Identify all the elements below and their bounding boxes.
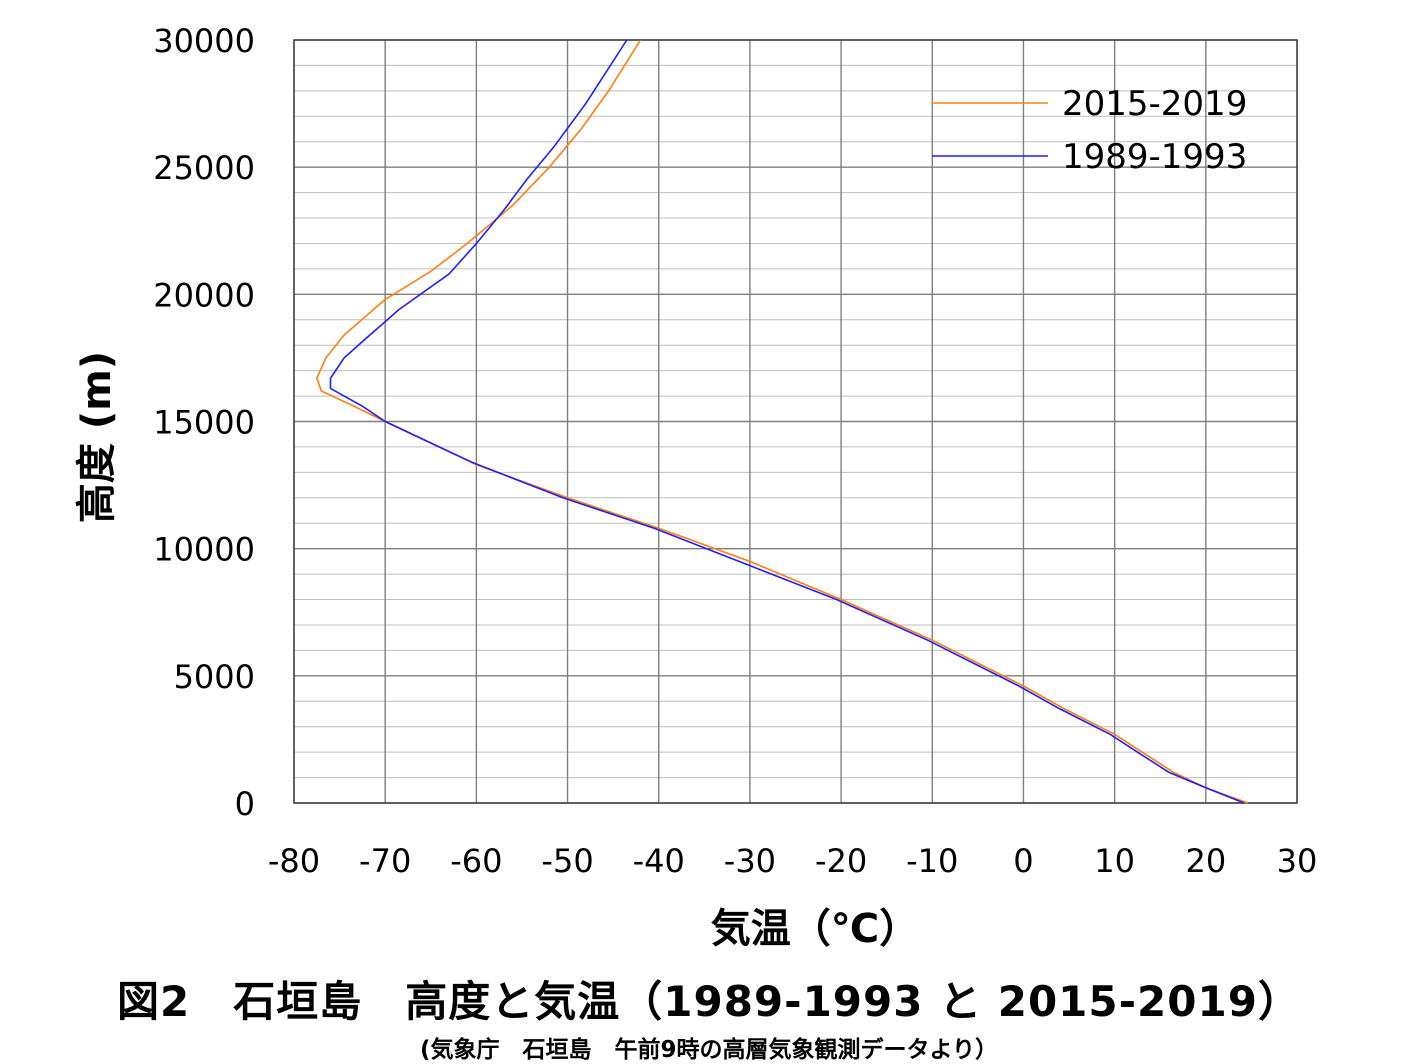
y-tick-label: 20000 xyxy=(153,276,255,314)
y-tick-label: 15000 xyxy=(153,404,255,442)
x-tick-label: 0 xyxy=(1013,842,1033,880)
series-line-1989-1993 xyxy=(329,39,1245,804)
x-tick-label: -80 xyxy=(268,842,320,880)
x-tick-label: -60 xyxy=(450,842,502,880)
y-tick-label: 10000 xyxy=(153,531,255,569)
plot-area-frame xyxy=(293,39,1298,804)
x-tick-label: -30 xyxy=(724,842,776,880)
y-axis-ticks: 0 5000 10000 15000 20000 25000 30000 xyxy=(153,22,255,823)
x-tick-label: 20 xyxy=(1185,842,1226,880)
x-tick-label: -50 xyxy=(541,842,593,880)
legend-label-1989-1993: 1989-1993 xyxy=(1062,137,1247,177)
y-tick-label: 5000 xyxy=(174,658,255,696)
y-tick-label: 30000 xyxy=(153,22,255,60)
x-axis-ticks: -80 -70 -60 -50 -40 -30 -20 -10 0 10 20 30 xyxy=(268,842,1317,880)
x-axis-title: 気温（℃） xyxy=(711,906,919,952)
y-tick-label: 25000 xyxy=(153,149,255,187)
x-tick-label: 10 xyxy=(1094,842,1135,880)
x-tick-label: 30 xyxy=(1277,842,1318,880)
legend-label-2015-2019: 2015-2019 xyxy=(1062,84,1247,124)
figure-title: 図2 石垣島 高度と気温（1989-1993 と 2015-2019） xyxy=(117,977,1301,1026)
series-lines xyxy=(315,39,1249,804)
figure-source-note: (気象庁 石垣島 午前9時の高層気象観測データより） xyxy=(419,1037,999,1063)
y-axis-title: 高度 (m) xyxy=(74,351,120,523)
legend: 2015-2019 1989-1993 xyxy=(932,84,1247,177)
x-tick-label: -20 xyxy=(815,842,867,880)
x-tick-label: -10 xyxy=(906,842,958,880)
x-tick-label: -40 xyxy=(633,842,685,880)
x-tick-label: -70 xyxy=(359,842,411,880)
grid xyxy=(293,39,1298,804)
y-tick-label: 0 xyxy=(235,785,255,823)
